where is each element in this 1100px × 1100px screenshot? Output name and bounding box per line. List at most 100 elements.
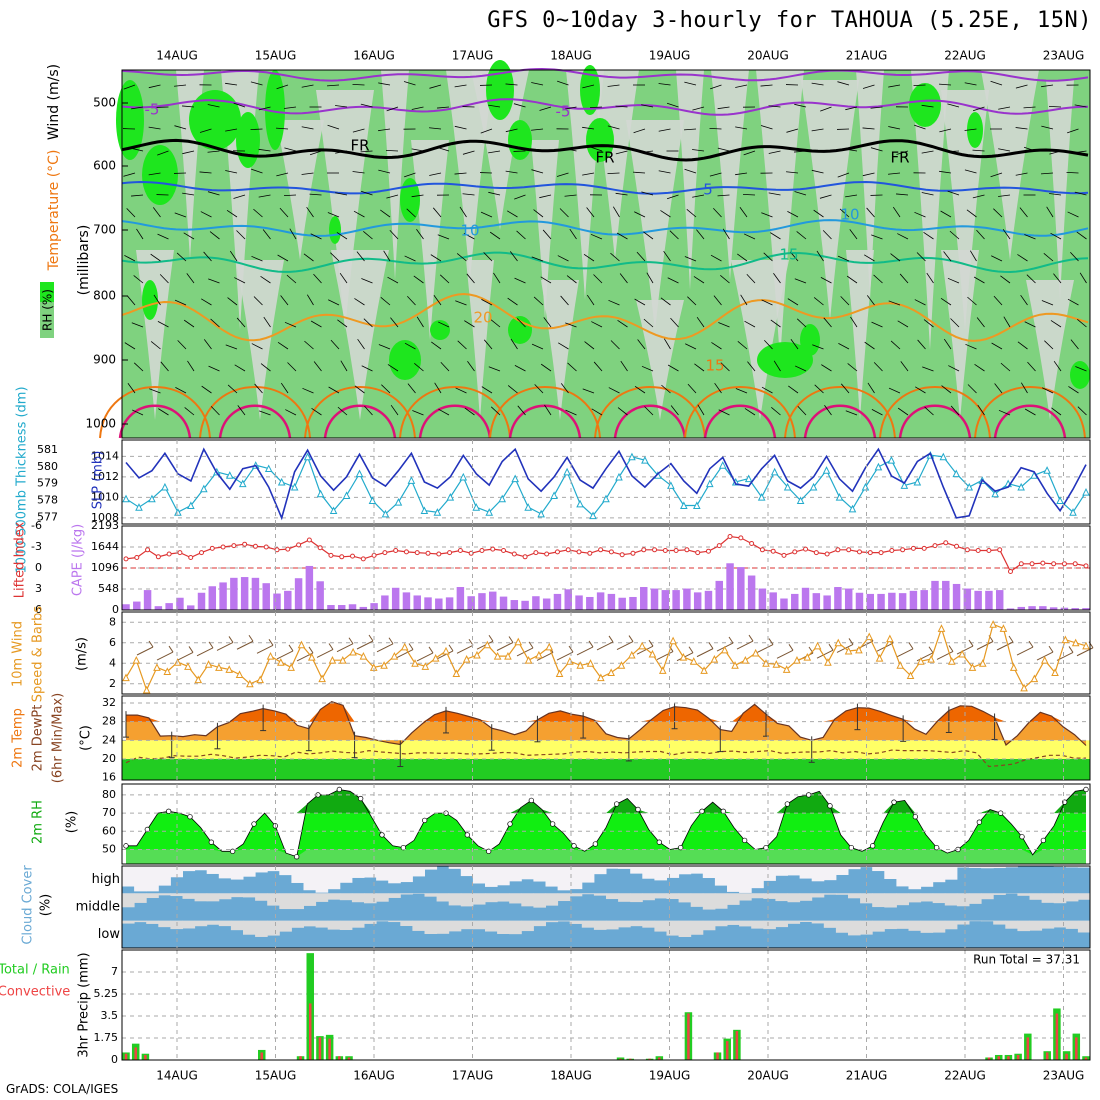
wind-barb <box>233 194 246 199</box>
wind-speed-point <box>648 649 657 658</box>
rh-moist-blob <box>142 280 158 320</box>
cloud-clear-segment <box>763 920 776 930</box>
wind-barb <box>742 193 756 196</box>
temperature-contour-low <box>218 404 292 439</box>
cloud-clear-segment <box>993 920 1006 925</box>
wind-barb <box>608 387 620 394</box>
wind-barb <box>567 362 577 372</box>
cloud-clear-segment <box>1077 866 1091 868</box>
wind-speed-point <box>194 675 203 684</box>
wind-barb <box>558 342 569 350</box>
wind-barb <box>694 363 705 372</box>
wind-barb <box>126 295 136 306</box>
rh-axis-label: RH (%) <box>41 289 55 331</box>
thickness-point <box>939 452 948 461</box>
wind-barb <box>327 84 340 87</box>
wind-barb <box>148 172 161 176</box>
cloud-clear-segment <box>230 920 244 931</box>
cape-bar <box>1017 606 1026 610</box>
wind-barb <box>226 209 238 218</box>
wind-barb <box>488 366 501 372</box>
lifted-index-point <box>986 548 992 553</box>
rh-dry-plume <box>276 120 324 260</box>
cloud-clear-segment <box>751 866 764 889</box>
wind-barb <box>941 385 952 394</box>
cloud-clear-segment <box>908 866 922 890</box>
cape-bar <box>844 588 853 610</box>
thickness-tick-label: 581 <box>37 443 58 456</box>
cloud-clear-segment <box>557 866 571 891</box>
precip-convective-bar <box>1075 1037 1078 1060</box>
lifted-index-point <box>598 547 604 553</box>
pressure-tick-label: 1000 <box>85 417 116 431</box>
wind-barb <box>186 273 195 284</box>
cape-bar <box>866 593 875 610</box>
wind-barb <box>692 106 705 111</box>
wind-barb <box>845 194 858 198</box>
surface-wind-barb <box>816 649 834 659</box>
wind-barb <box>207 104 220 108</box>
wind-barb <box>1002 228 1011 240</box>
cloud-clear-segment <box>170 893 183 897</box>
wind-barb <box>615 192 628 196</box>
cloud-clear-segment <box>327 893 341 900</box>
wind-barb <box>557 255 569 262</box>
wind-speed-point <box>215 663 223 671</box>
wind-barb <box>582 84 595 89</box>
cloud-clear-segment <box>969 866 982 868</box>
precip-convective-bar <box>716 1052 719 1060</box>
wind-barb <box>646 272 654 284</box>
precip-convective-bar <box>1007 1056 1010 1060</box>
date-label-top: 23AUG <box>1043 49 1085 63</box>
cloud-clear-segment <box>763 893 776 899</box>
wind-barb <box>283 194 297 197</box>
surface-wind-barb <box>528 641 534 649</box>
wind-barb <box>821 364 832 372</box>
wind-barb <box>1050 320 1062 328</box>
lifted-index-point <box>1018 561 1024 567</box>
temperature-contour-low <box>399 386 511 439</box>
wind-barb <box>972 106 985 112</box>
cloud-clear-segment <box>872 920 885 932</box>
rh-moist-blob <box>236 112 260 168</box>
wind-barb <box>352 83 365 86</box>
wind-speed-point <box>865 632 874 641</box>
wind-barb <box>488 191 501 196</box>
precip-tick-label: 3.5 <box>101 1009 119 1022</box>
lifted-index-point <box>199 550 205 556</box>
wind-tick-label: 6 <box>109 636 116 649</box>
surface-wind-barb <box>516 647 534 657</box>
dewpt2m-axis-label: 2m DewPt <box>31 705 46 772</box>
temperature-contour <box>121 67 1089 82</box>
lifted-index-point <box>511 551 517 557</box>
wind-barb <box>430 254 442 262</box>
temperature-contour-low <box>993 404 1067 439</box>
wind-barb <box>454 172 467 175</box>
thickness-point <box>407 476 416 484</box>
wind-speed-point <box>173 658 182 666</box>
surface-wind-barb <box>736 640 754 650</box>
lifted-index-point <box>781 552 787 558</box>
wind-speed-point <box>1082 641 1090 650</box>
wind-barb <box>361 365 373 372</box>
wind-barb <box>943 338 952 350</box>
rh-dry-plume <box>911 70 949 350</box>
cloud-clear-segment <box>303 920 317 927</box>
surface-wind-barb <box>608 635 614 643</box>
cloud-clear-segment <box>424 893 438 897</box>
cloud-clear-segment <box>400 920 413 927</box>
cape-tick-label: 1644 <box>91 540 119 553</box>
wind-barb <box>251 168 263 174</box>
wind-barb <box>916 252 926 262</box>
wind-barb <box>467 361 475 372</box>
cape-bar <box>316 581 324 610</box>
wind-barb <box>589 106 603 109</box>
wind-barb <box>641 365 654 372</box>
surface-wind-barb <box>196 647 214 657</box>
wind-barb <box>201 385 212 394</box>
wind-speed-point <box>679 652 688 661</box>
surface-wind-barb <box>656 651 674 661</box>
cloud-clear-segment <box>593 893 607 896</box>
precip-convective-bar <box>735 1031 739 1060</box>
